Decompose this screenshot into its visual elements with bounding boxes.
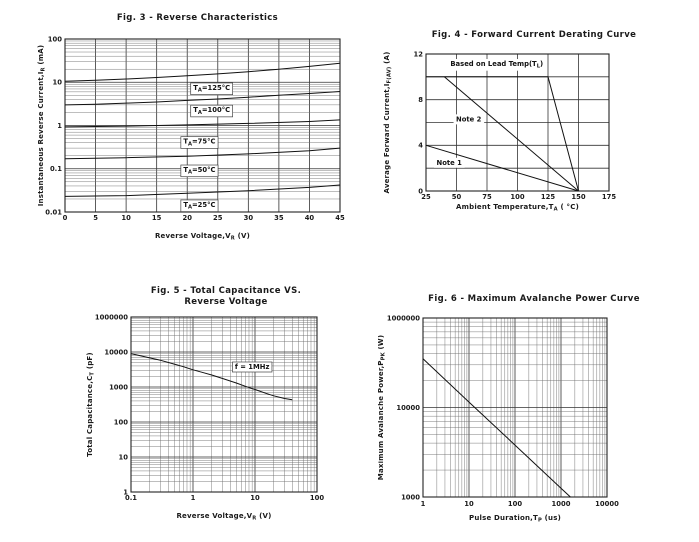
series-total-capacitance-f-1mhz-line — [130, 353, 293, 401]
series-note-2-line — [443, 76, 579, 192]
svg-text:100: 100 — [508, 500, 522, 508]
svg-text:30: 30 — [244, 214, 254, 222]
annotation-note-2: Note 2 — [456, 115, 482, 123]
series-based-on-lead-temp-tl-line — [426, 76, 579, 192]
svg-text:0.1: 0.1 — [125, 494, 137, 502]
annotation-based-on-lead-temp-tl: Based on Lead Temp(TL) — [450, 60, 543, 70]
svg-text:1000: 1000 — [109, 383, 128, 391]
svg-text:15: 15 — [152, 214, 162, 222]
svg-text:10000: 10000 — [595, 500, 619, 508]
figure-5-total-capacitance: Fig. 5 - Total Capacitance VS. Reverse V… — [80, 283, 372, 538]
svg-text:75: 75 — [482, 193, 492, 201]
svg-text:100: 100 — [310, 494, 324, 502]
figure-4-plot: Based on Lead Temp(TL) Note 2 Note 1 25 50 75… — [383, 50, 616, 213]
annotation-ta-125-c: TA=125°C — [193, 84, 230, 94]
svg-text:100: 100 — [510, 193, 524, 201]
svg-text:0: 0 — [418, 187, 423, 195]
x-axis-label: Pulse Duration,TP (us) — [469, 514, 561, 524]
svg-text:1000000: 1000000 — [95, 313, 128, 321]
svg-text:8: 8 — [418, 96, 423, 104]
series-ta-125-c-line — [64, 62, 341, 82]
y-axis-label: Instantaneous Reverse Current,IR (mA) — [37, 45, 47, 207]
svg-text:20: 20 — [182, 214, 192, 222]
svg-text:0.1: 0.1 — [50, 165, 62, 173]
series-ta-100-c-line — [64, 91, 341, 106]
annotation-f-1mhz: f = 1MHz — [235, 363, 270, 371]
series-ta-75-c-line — [64, 119, 341, 128]
series-ta-25-c-line — [64, 184, 341, 197]
svg-text:4: 4 — [418, 142, 423, 150]
svg-text:0.01: 0.01 — [45, 208, 62, 216]
svg-text:50: 50 — [452, 193, 462, 201]
svg-text:1: 1 — [123, 488, 128, 496]
svg-text:1000000: 1000000 — [387, 314, 420, 322]
figure-6-title: Fig. 6 - Maximum Avalanche Power Curve — [428, 294, 640, 304]
annotation-ta-100-c: TA=100°C — [193, 106, 230, 116]
svg-text:10: 10 — [121, 214, 131, 222]
svg-text:25: 25 — [213, 214, 223, 222]
svg-text:100: 100 — [48, 35, 62, 43]
series-note-1-line — [425, 144, 579, 192]
svg-text:10000: 10000 — [396, 404, 420, 412]
svg-text:0: 0 — [63, 214, 68, 222]
svg-text:100: 100 — [114, 418, 128, 426]
figure-4-title: Fig. 4 - Forward Current Derating Curve — [431, 30, 637, 40]
annotation-note-1: Note 1 — [437, 159, 463, 167]
figure-4-forward-current-derating: Fig. 4 - Forward Current Derating Curve … — [378, 25, 690, 230]
annotation-ta-50-c: TA=50°C — [183, 166, 215, 176]
figure-3-reverse-characteristics: Fig. 3 - Reverse Characteristics TA=125°… — [30, 8, 365, 248]
svg-text:1: 1 — [421, 500, 426, 508]
svg-text:1: 1 — [57, 122, 62, 130]
svg-text:10: 10 — [464, 500, 474, 508]
svg-text:1000: 1000 — [401, 493, 420, 501]
svg-text:40: 40 — [305, 214, 315, 222]
figure-6-maximum-avalanche-power: Fig. 6 - Maximum Avalanche Power Curve 1… — [378, 290, 690, 540]
svg-text:125: 125 — [541, 193, 555, 201]
svg-text:10: 10 — [119, 453, 129, 461]
x-axis-label: Reverse Voltage,VR (V) — [155, 232, 250, 242]
y-axis-label: Maximum Avalanche Power,PPK (W) — [378, 335, 387, 480]
svg-text:175: 175 — [602, 193, 616, 201]
svg-text:1000: 1000 — [552, 500, 571, 508]
figure-6-plot: 1 10 100 1000 10000 1000 10000 1000000 Pulse Dur… — [378, 314, 619, 524]
figure-3-title: Fig. 3 - Reverse Characteristics — [116, 13, 279, 23]
series-ta-50-c-line — [64, 147, 341, 160]
annotation-ta-75-c: TA=75°C — [183, 138, 215, 148]
y-axis-label: Total Capacitance,CT (pF) — [86, 352, 96, 457]
figure-3-plot: TA=125°C TA=100°C TA=75°C TA=50°C TA=25°C 0 5 1… — [37, 35, 345, 242]
svg-text:150: 150 — [571, 193, 585, 201]
svg-text:25: 25 — [421, 193, 431, 201]
svg-text:10: 10 — [53, 79, 63, 87]
svg-text:1: 1 — [191, 494, 196, 502]
svg-text:45: 45 — [335, 214, 345, 222]
y-axis-label: Average Forward Current,IF(AV) (A) — [383, 51, 393, 193]
svg-text:10000: 10000 — [104, 348, 128, 356]
svg-text:10: 10 — [250, 494, 260, 502]
svg-text:12: 12 — [414, 50, 424, 58]
annotation-ta-25-c: TA=25°C — [183, 201, 215, 211]
svg-text:35: 35 — [274, 214, 284, 222]
x-axis-label: Ambient Temperature,TA ( °C) — [456, 203, 579, 213]
series-maximum-avalanche-power-line — [422, 358, 571, 498]
figure-5-title: Fig. 5 - Total Capacitance VS. Reverse V… — [150, 286, 302, 307]
x-axis-label: Reverse Voltage,VR (V) — [176, 512, 271, 522]
svg-text:5: 5 — [93, 214, 98, 222]
